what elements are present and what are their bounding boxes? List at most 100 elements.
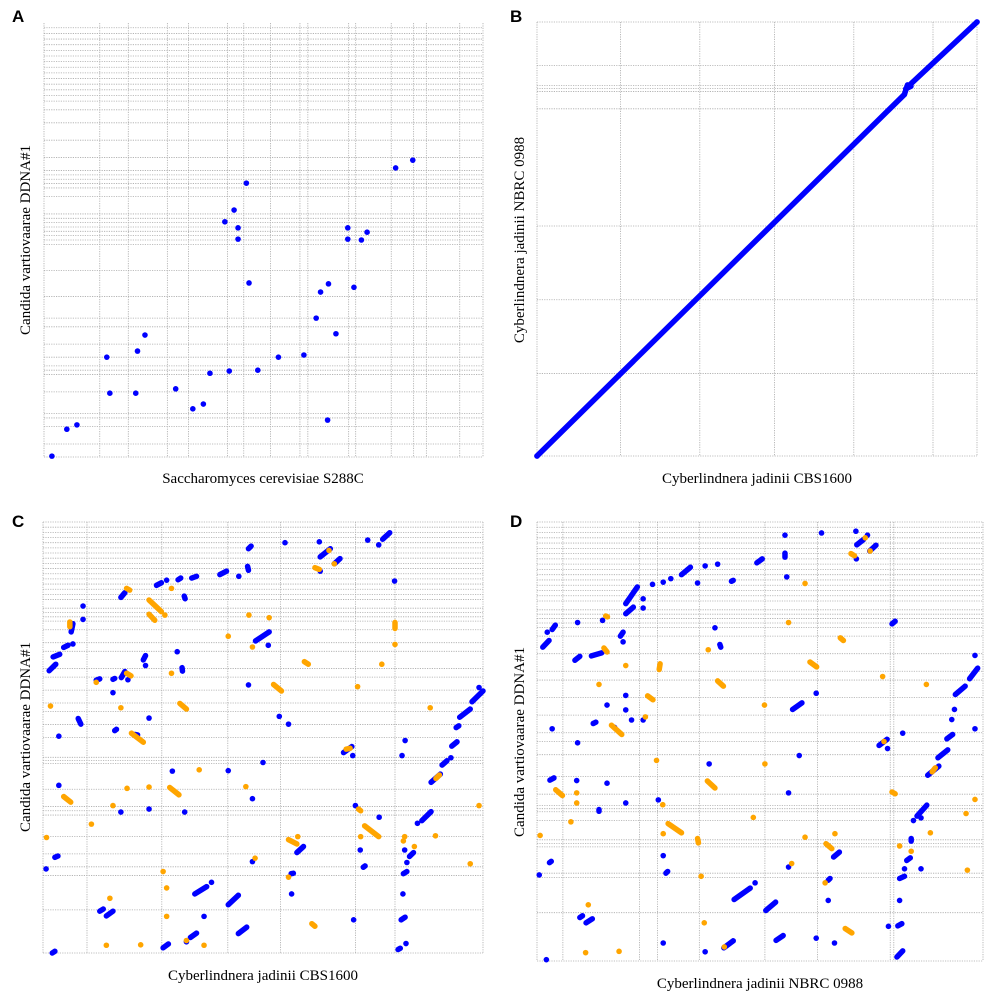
alignment-segment (50, 651, 63, 660)
alignment-point (655, 797, 662, 803)
alignment-segment (285, 836, 300, 847)
alignment-segment (110, 675, 118, 683)
panel-d: D Cyberlindnera jadinii NBRC 0988 Candid… (510, 512, 984, 992)
series (43, 547, 482, 949)
alignment-point (285, 721, 292, 727)
alignment-point (534, 453, 540, 459)
alignment-point (163, 913, 170, 920)
alignment-segment (217, 568, 230, 578)
alignment-point (879, 673, 886, 680)
panel-letter-a: A (12, 7, 24, 26)
alignment-point (110, 689, 116, 696)
alignment-point (544, 629, 551, 635)
alignment-segment (49, 948, 58, 956)
alignment-point (80, 616, 86, 623)
alignment-point (231, 207, 237, 213)
grid (536, 21, 978, 457)
panel-a: A Saccharomyces cerevisiae S288C Candida… (12, 7, 484, 487)
alignment-point (574, 740, 581, 746)
alignment-point (49, 453, 55, 459)
alignment-point (622, 692, 629, 699)
alignment-point (146, 784, 152, 790)
alignment-point (884, 745, 891, 752)
alignment-segment (153, 580, 165, 589)
alignment-segment (469, 688, 486, 705)
plot-area-a (43, 23, 484, 459)
series (49, 157, 416, 459)
alignment-point (124, 785, 130, 792)
alignment-segment (552, 787, 566, 799)
alignment-point (333, 330, 339, 337)
alignment-point (344, 225, 351, 231)
alignment-point (616, 948, 622, 955)
alignment-point (358, 237, 365, 243)
alignment-segment (123, 585, 133, 593)
alignment-point (923, 681, 930, 688)
alignment-point (288, 891, 295, 897)
alignment-segment (453, 723, 462, 731)
alignment-point (702, 948, 708, 955)
alignment-segment (534, 91, 908, 459)
alignment-segment (889, 789, 898, 797)
alignment-point (712, 624, 718, 631)
alignment-point (260, 759, 266, 766)
alignment-point (402, 737, 408, 744)
alignment-segment (601, 645, 610, 655)
alignment-point (392, 641, 398, 648)
alignment-point (668, 575, 674, 582)
alignment-segment (160, 941, 172, 951)
alignment-segment (903, 855, 914, 864)
alignment-segment (60, 793, 74, 805)
alignment-point (225, 767, 232, 774)
alignment-segment (181, 593, 188, 602)
alignment-point (331, 561, 338, 567)
alignment-point (785, 790, 792, 796)
panel-letter-b: B (510, 7, 522, 26)
alignment-point (254, 367, 261, 374)
alignment-point (427, 704, 434, 711)
alignment-segment (146, 611, 158, 624)
alignment-segment (656, 661, 663, 673)
alignment-point (750, 814, 757, 821)
alignment-point (172, 386, 179, 392)
alignment-segment (577, 913, 586, 921)
series (536, 528, 981, 963)
alignment-point (901, 866, 908, 872)
alignment-point (404, 859, 410, 866)
alignment-segment (825, 875, 833, 883)
alignment-segment (623, 584, 641, 607)
alignment-point (142, 332, 148, 338)
alignment-segment (952, 683, 968, 698)
alignment-point (543, 956, 550, 963)
alignment-point (832, 830, 838, 837)
alignment-point (640, 605, 646, 611)
alignment-segment (848, 550, 858, 559)
alignment-point (910, 817, 917, 824)
alignment-point (549, 725, 555, 732)
alignment-segment (588, 650, 605, 659)
alignment-segment (663, 868, 671, 876)
alignment-point (222, 218, 228, 225)
alignment-segment (343, 745, 353, 752)
alignment-segment (175, 575, 184, 583)
alignment-segment (773, 932, 786, 944)
series (534, 19, 980, 459)
alignment-point (818, 530, 825, 536)
alignment-segment (944, 731, 956, 742)
alignment-segment (245, 543, 254, 552)
alignment-segment (60, 642, 71, 651)
alignment-point (252, 855, 258, 861)
alignment-point (963, 810, 969, 817)
alignment-point (972, 725, 978, 732)
alignment-point (207, 370, 213, 377)
alignment-point (43, 834, 50, 841)
alignment-point (401, 847, 408, 853)
alignment-segment (46, 661, 59, 674)
alignment-point (70, 641, 76, 647)
alignment-point (706, 761, 712, 767)
alignment-point (118, 704, 124, 711)
alignment-point (196, 767, 202, 773)
alignment-segment (270, 681, 285, 694)
alignment-point (275, 354, 282, 360)
alignment-point (294, 833, 301, 840)
